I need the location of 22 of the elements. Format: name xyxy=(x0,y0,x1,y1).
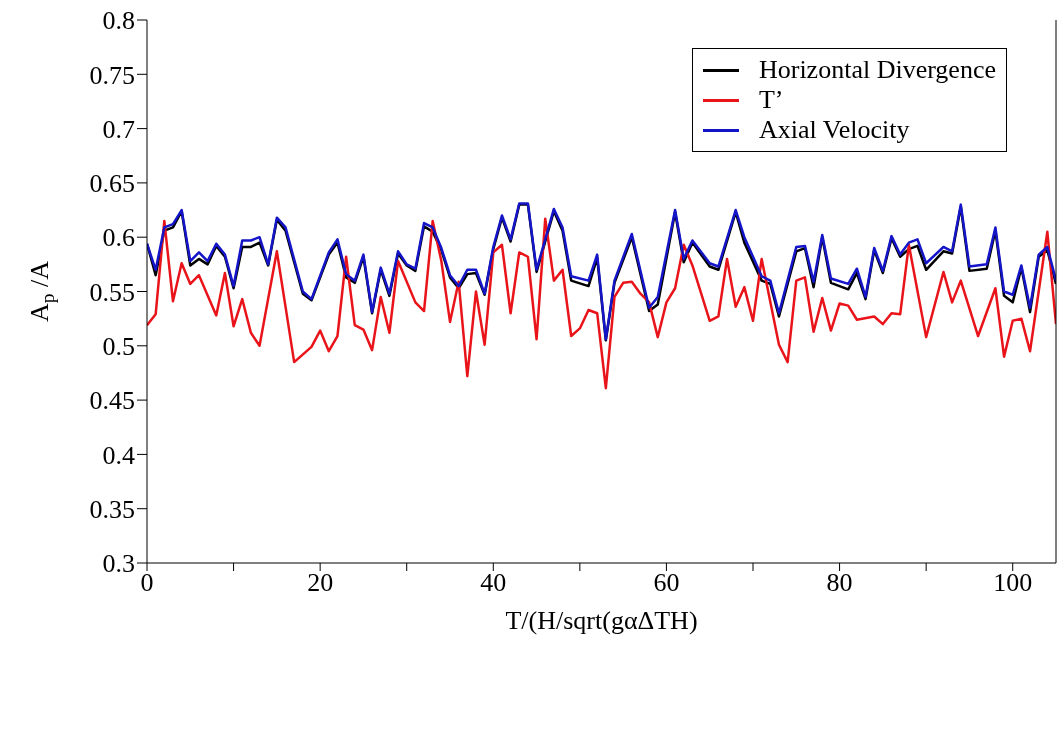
line-series xyxy=(147,217,1056,390)
x-tick-label: 0 xyxy=(140,568,154,598)
y-tick-label: 0.75 xyxy=(89,60,135,90)
x-tick-label: 40 xyxy=(480,568,507,598)
y-tick-label: 0.3 xyxy=(102,549,135,579)
y-tick-label: 0.45 xyxy=(89,386,135,416)
y-tick-label: 0.65 xyxy=(89,169,135,199)
x-tick-label: 20 xyxy=(307,568,334,598)
y-tick-label: 0.5 xyxy=(102,332,135,362)
legend-label: Horizontal Divergence xyxy=(758,55,996,85)
x-tick-label: 80 xyxy=(826,568,853,598)
y-tick-label: 0.55 xyxy=(89,277,135,307)
y-tick-label: 0.7 xyxy=(102,114,135,144)
legend-label: T’ xyxy=(758,85,784,115)
legend-label: Axial Velocity xyxy=(758,115,910,145)
y-tick-label: 0.8 xyxy=(102,6,135,36)
y-tick-label: 0.6 xyxy=(102,223,135,253)
y-tick-label: 0.35 xyxy=(89,494,135,524)
x-tick-label: 100 xyxy=(993,568,1033,598)
y-tick-label: 0.4 xyxy=(102,440,135,470)
x-tick-label: 60 xyxy=(653,568,680,598)
x-axis-title: T/(H/sqrt(gαΔTH) xyxy=(505,606,698,635)
